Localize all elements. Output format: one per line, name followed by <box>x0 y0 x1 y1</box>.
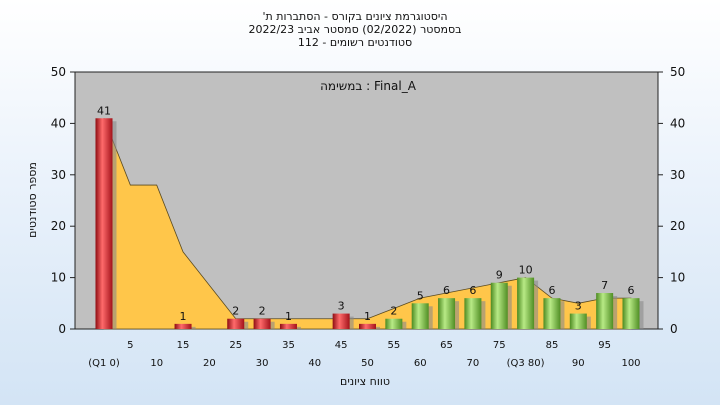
bar <box>490 282 508 329</box>
y-tick-label-right: 50 <box>670 65 685 79</box>
chart-title-line-3: סטודנטים רשומים - 112 <box>298 36 412 49</box>
data-label: 41 <box>97 104 111 117</box>
chart-annotation: במשימה : Final_A <box>320 79 417 93</box>
y-axis-label: מספר סטודנטים <box>26 162 39 238</box>
bar <box>174 323 192 329</box>
x-tick-label: 10 <box>150 358 163 369</box>
x-tick-label: 95 <box>598 340 611 351</box>
bar <box>411 303 429 329</box>
bar <box>332 313 350 329</box>
bar <box>596 293 614 329</box>
area-fill <box>103 118 632 330</box>
data-label: 7 <box>601 279 608 292</box>
y-tick-label-right: 30 <box>670 168 685 182</box>
data-label: 1 <box>364 310 371 323</box>
chart-title-line-2: בסמסטר (02/2022) סמסטר אביב 2022/23 <box>248 23 461 36</box>
x-tick-label: 100 <box>621 358 640 369</box>
y-tick-label: 0 <box>58 322 66 336</box>
y-tick-label-right: 10 <box>670 271 685 285</box>
chart-title-line-1: 'היסטוגרמת ציונים בקורס - הסתברות ת <box>262 10 447 23</box>
y-tick-label: 10 <box>51 271 66 285</box>
y-axis-right: 0 10 20 30 40 50 <box>658 65 685 336</box>
bar <box>438 298 456 329</box>
data-label: 9 <box>496 269 503 282</box>
bar <box>227 318 245 329</box>
bars <box>95 118 644 329</box>
x-tick-label: 90 <box>572 358 585 369</box>
x-tick-label: 60 <box>414 358 427 369</box>
x-axis: 5 15 25 35 45 55 65 75 85 95 (Q1 0) 10 20 30 40 50 60 70 (… <box>88 340 640 369</box>
y-tick-label: 20 <box>51 219 66 233</box>
data-label: 2 <box>232 305 239 318</box>
data-label: 6 <box>469 284 476 297</box>
y-axis-left: 0 10 20 30 40 50 <box>51 65 75 336</box>
bar <box>279 323 297 329</box>
bar <box>622 298 640 329</box>
x-tick-label: 50 <box>361 358 374 369</box>
y-tick-label-right: 20 <box>670 219 685 233</box>
bar <box>517 277 535 329</box>
data-label: 6 <box>548 284 555 297</box>
x-tick-label: 15 <box>177 340 190 351</box>
data-label: 10 <box>519 264 533 277</box>
data-label: 3 <box>575 300 582 313</box>
bar <box>464 298 482 329</box>
y-tick-label: 40 <box>51 116 66 130</box>
bar <box>543 298 561 329</box>
data-label: 5 <box>417 289 424 302</box>
x-tick-label: 45 <box>335 340 348 351</box>
y-tick-label-right: 0 <box>670 322 678 336</box>
x-tick-label: 35 <box>282 340 295 351</box>
data-label: 3 <box>338 300 345 313</box>
y-tick-label: 50 <box>51 65 66 79</box>
data-label: 2 <box>390 305 397 318</box>
x-tick-label: 5 <box>127 340 133 351</box>
data-label: 1 <box>285 310 292 323</box>
bar <box>569 313 587 329</box>
data-labels: 41 1 2 2 1 3 1 2 5 6 6 9 10 6 3 7 6 <box>97 104 635 323</box>
data-label: 1 <box>180 310 187 323</box>
x-tick-label: 20 <box>203 358 216 369</box>
data-label: 6 <box>628 284 635 297</box>
x-tick-label: (Q1 0) <box>88 358 120 369</box>
bar <box>359 323 376 329</box>
x-tick-label: 25 <box>229 340 242 351</box>
x-tick-label: 55 <box>387 340 400 351</box>
bar <box>385 318 403 329</box>
x-tick-label: 75 <box>493 340 506 351</box>
x-axis-label: טווח ציונים <box>340 375 390 388</box>
data-label: 2 <box>259 305 266 318</box>
x-tick-label: 30 <box>256 358 269 369</box>
x-tick-label: 40 <box>308 358 321 369</box>
y-tick-label: 30 <box>51 168 66 182</box>
x-tick-label: 85 <box>546 340 559 351</box>
y-tick-label-right: 40 <box>670 116 685 130</box>
bar <box>253 318 271 329</box>
x-tick-label: 70 <box>467 358 480 369</box>
data-label: 6 <box>443 284 450 297</box>
area-series <box>103 118 632 330</box>
bar <box>95 118 113 329</box>
x-tick-label: (Q3 80) <box>507 358 545 369</box>
x-tick-label: 65 <box>440 340 453 351</box>
